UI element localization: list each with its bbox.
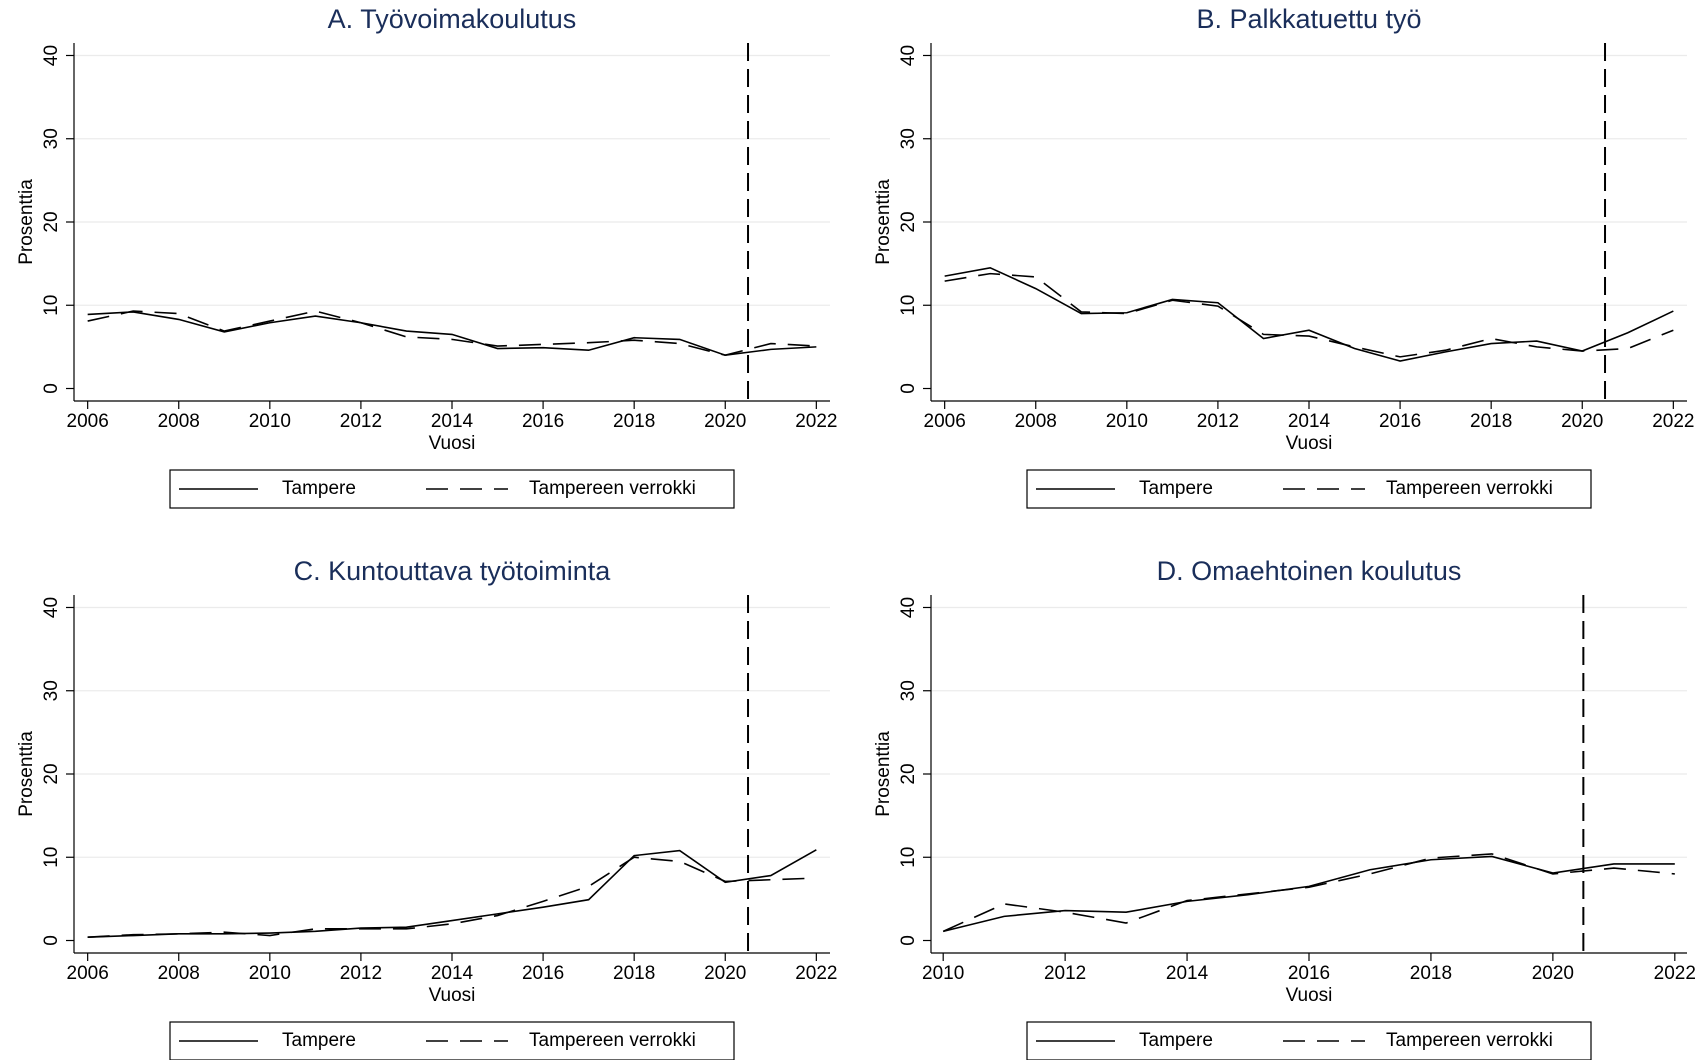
- y-axis-label: Prosenttia: [873, 179, 894, 265]
- x-tick-label: 2008: [158, 411, 200, 432]
- x-tick-label: 2014: [1288, 411, 1331, 432]
- y-tick-label: 30: [41, 680, 62, 701]
- x-tick-label: 2020: [1561, 411, 1603, 432]
- x-tick-label: 2012: [340, 963, 382, 984]
- y-tick-label: 20: [898, 211, 919, 232]
- y-tick-label: 20: [898, 763, 919, 784]
- y-tick-label: 30: [898, 128, 919, 149]
- x-tick-label: 2016: [522, 411, 564, 432]
- chart-title: B. Palkkatuettu työ: [1196, 4, 1421, 34]
- legend-label: Tampere: [282, 478, 356, 499]
- y-tick-label: 10: [898, 295, 919, 316]
- x-tick-label: 2014: [1166, 963, 1209, 984]
- series-line: [944, 272, 1674, 358]
- y-tick-label: 40: [41, 45, 62, 66]
- y-tick-label: 10: [898, 847, 919, 868]
- x-tick-label: 2022: [795, 963, 837, 984]
- y-tick-label: 0: [898, 383, 919, 394]
- series-line: [944, 266, 1674, 362]
- x-axis-label: Vuosi: [1286, 985, 1333, 1006]
- y-tick-label: 40: [41, 597, 62, 618]
- x-tick-label: 2016: [522, 963, 564, 984]
- chart-title: D. Omaehtoinen koulutus: [1157, 556, 1462, 586]
- x-tick-label: 2018: [1470, 411, 1512, 432]
- x-tick-label: 2008: [158, 963, 200, 984]
- y-tick-label: 10: [41, 295, 62, 316]
- x-tick-label: 2020: [1532, 963, 1574, 984]
- y-tick-label: 20: [41, 763, 62, 784]
- x-tick-label: 2014: [431, 963, 474, 984]
- x-tick-label: 2014: [431, 411, 474, 432]
- series-line: [942, 853, 1675, 933]
- y-tick-label: 10: [41, 847, 62, 868]
- x-tick-label: 2016: [1379, 411, 1421, 432]
- series-line: [87, 856, 817, 938]
- x-tick-label: 2010: [249, 411, 291, 432]
- legend-label: Tampere: [1139, 478, 1213, 499]
- y-tick-label: 20: [41, 211, 62, 232]
- legend-label: Tampereen verrokki: [1386, 1030, 1553, 1051]
- x-axis-label: Vuosi: [429, 985, 476, 1006]
- x-tick-label: 2020: [704, 411, 746, 432]
- y-axis-label: Prosenttia: [16, 731, 37, 817]
- chart-title: A. Työvoimakoulutus: [328, 4, 577, 34]
- legend-box: [169, 1021, 735, 1060]
- x-tick-label: 2010: [1106, 411, 1148, 432]
- y-tick-label: 40: [898, 597, 919, 618]
- y-tick-label: 30: [898, 680, 919, 701]
- x-tick-label: 2016: [1288, 963, 1330, 984]
- y-axis-label: Prosenttia: [873, 731, 894, 817]
- x-axis-label: Vuosi: [429, 433, 476, 454]
- x-tick-label: 2012: [1044, 963, 1086, 984]
- x-tick-label: 2022: [1654, 963, 1696, 984]
- x-tick-label: 2018: [613, 963, 655, 984]
- y-tick-label: 40: [898, 45, 919, 66]
- x-tick-label: 2022: [1652, 411, 1694, 432]
- x-tick-label: 2018: [1410, 963, 1452, 984]
- x-tick-label: 2006: [67, 963, 109, 984]
- chart-title: C. Kuntouttava työtoiminta: [294, 556, 612, 586]
- series-line: [943, 855, 1675, 933]
- y-tick-label: 0: [898, 935, 919, 946]
- series-line: [87, 849, 817, 938]
- x-tick-label: 2018: [613, 411, 655, 432]
- legend-box: [169, 469, 735, 509]
- x-tick-label: 2022: [795, 411, 837, 432]
- legend-box: [1026, 469, 1592, 509]
- legend-label: Tampereen verrokki: [529, 1030, 696, 1051]
- y-axis-label: Prosenttia: [16, 179, 37, 265]
- legend-box: [1026, 1021, 1592, 1060]
- y-tick-label: 30: [41, 128, 62, 149]
- x-tick-label: 2010: [922, 963, 964, 984]
- x-tick-label: 2006: [67, 411, 109, 432]
- x-tick-label: 2008: [1015, 411, 1057, 432]
- series-line: [87, 311, 817, 357]
- x-tick-label: 2010: [249, 963, 291, 984]
- x-tick-label: 2012: [340, 411, 382, 432]
- legend-label: Tampere: [282, 1030, 356, 1051]
- series-line: [87, 310, 817, 357]
- y-tick-label: 0: [41, 935, 62, 946]
- y-tick-label: 0: [41, 383, 62, 394]
- x-axis-label: Vuosi: [1286, 433, 1333, 454]
- legend-label: Tampereen verrokki: [1386, 478, 1553, 499]
- x-tick-label: 2012: [1197, 411, 1239, 432]
- x-tick-label: 2020: [704, 963, 746, 984]
- legend-label: Tampere: [1139, 1030, 1213, 1051]
- x-tick-label: 2006: [924, 411, 966, 432]
- legend-label: Tampereen verrokki: [529, 478, 696, 499]
